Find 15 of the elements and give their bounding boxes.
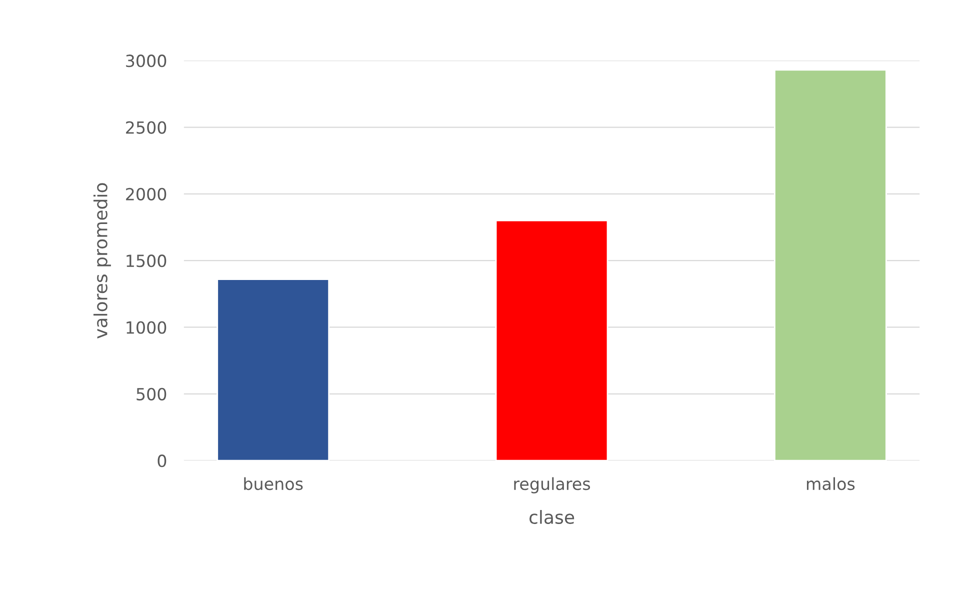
y-tick-label: 0 [158, 454, 166, 468]
bar [774, 69, 887, 461]
x-tick-label: regulares [514, 477, 590, 494]
y-axis-title: valores promedio [93, 183, 111, 338]
x-axis-title: clase [529, 510, 574, 524]
y-tick-label: 1000 [126, 321, 166, 334]
bar [495, 220, 608, 461]
bar [216, 278, 330, 461]
y-tick-label: 2500 [126, 121, 166, 134]
x-tick-label: malos [806, 477, 855, 490]
x-tick-label: buenos [244, 477, 303, 490]
y-tick-label: 500 [136, 388, 166, 400]
y-tick-label: 1500 [126, 254, 166, 268]
y-tick-label: 2000 [126, 188, 166, 200]
y-tick-label: 3000 [126, 54, 166, 68]
